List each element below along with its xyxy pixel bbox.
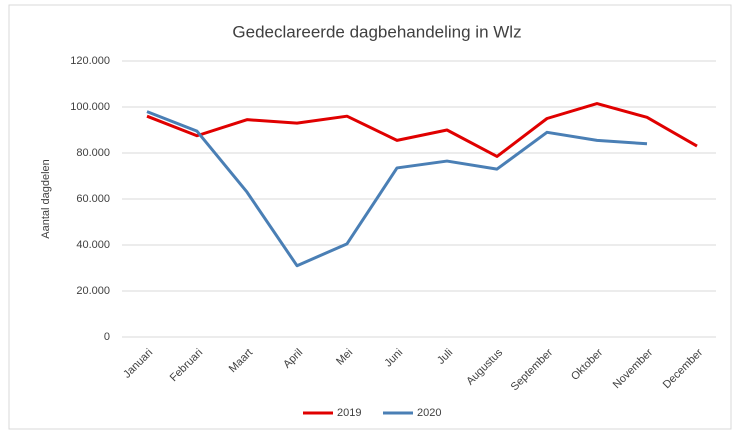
y-tick-label: 20.000 <box>76 285 110 297</box>
line <box>146 102 698 158</box>
y-tick-label: 80.000 <box>76 147 110 159</box>
legend-label: 2019 <box>337 407 361 419</box>
y-axis-label: Aantal dagdelen <box>40 159 52 239</box>
y-tick-label: 0 <box>104 331 110 343</box>
y-tick-label: 100.000 <box>70 101 110 113</box>
chart-border <box>8 4 732 430</box>
chart-title: Gedeclareerde dagbehandeling in Wlz <box>232 22 521 41</box>
legend-label: 2020 <box>417 407 441 419</box>
y-tick-label: 40.000 <box>76 239 110 251</box>
line <box>146 110 648 268</box>
y-tick-label: 120.000 <box>70 55 110 67</box>
y-tick-label: 60.000 <box>76 193 110 205</box>
